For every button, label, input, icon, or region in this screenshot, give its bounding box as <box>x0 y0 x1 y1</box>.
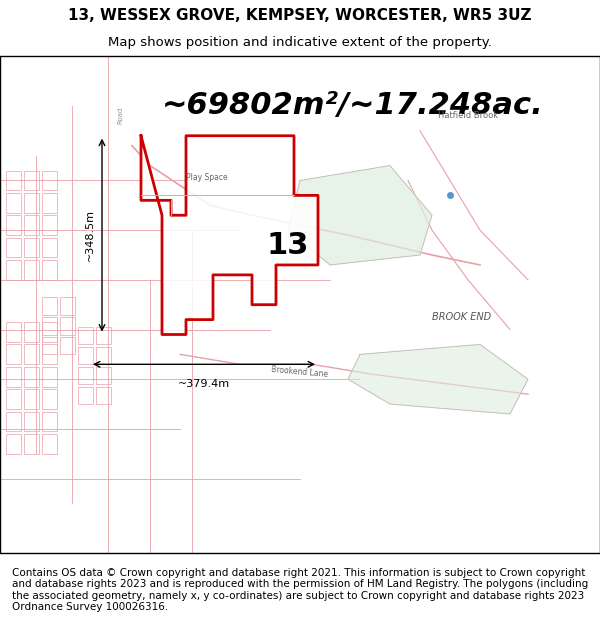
Bar <box>96 347 111 364</box>
Bar <box>96 387 111 404</box>
Bar <box>42 260 57 280</box>
Bar <box>42 322 57 342</box>
Bar <box>24 193 39 213</box>
Bar <box>6 215 21 235</box>
Bar <box>60 337 75 354</box>
Bar <box>6 344 21 364</box>
Text: Road: Road <box>117 107 123 124</box>
Bar <box>42 367 57 387</box>
Bar <box>42 337 57 354</box>
Bar <box>24 367 39 387</box>
Bar <box>78 387 93 404</box>
Bar <box>24 344 39 364</box>
Bar <box>42 238 57 258</box>
Bar <box>24 215 39 235</box>
Bar <box>42 317 57 334</box>
Bar <box>60 317 75 334</box>
Bar <box>6 389 21 409</box>
Bar <box>24 434 39 454</box>
Bar <box>6 367 21 387</box>
Bar <box>78 327 93 344</box>
Bar <box>24 238 39 258</box>
Bar <box>42 389 57 409</box>
Bar <box>42 434 57 454</box>
Text: ~69802m²/~17.248ac.: ~69802m²/~17.248ac. <box>162 91 544 121</box>
Bar <box>42 215 57 235</box>
Text: 13, WESSEX GROVE, KEMPSEY, WORCESTER, WR5 3UZ: 13, WESSEX GROVE, KEMPSEY, WORCESTER, WR… <box>68 8 532 23</box>
Bar <box>42 411 57 431</box>
Bar <box>42 344 57 364</box>
Bar <box>6 260 21 280</box>
Bar <box>24 260 39 280</box>
Bar <box>6 322 21 342</box>
Text: Hatfield Brook: Hatfield Brook <box>438 111 498 121</box>
Text: BROOK END: BROOK END <box>432 312 491 322</box>
Bar <box>42 193 57 213</box>
Polygon shape <box>348 344 528 414</box>
Bar <box>24 171 39 191</box>
Bar <box>6 171 21 191</box>
Bar <box>78 367 93 384</box>
Bar <box>42 298 57 314</box>
Text: Contains OS data © Crown copyright and database right 2021. This information is : Contains OS data © Crown copyright and d… <box>12 568 588 612</box>
Bar <box>24 389 39 409</box>
Text: ~379.4m: ~379.4m <box>178 379 230 389</box>
Bar <box>6 434 21 454</box>
Bar <box>6 238 21 258</box>
Bar <box>60 298 75 314</box>
Polygon shape <box>288 166 432 265</box>
Text: ~348.5m: ~348.5m <box>85 209 95 261</box>
Bar <box>24 322 39 342</box>
Polygon shape <box>141 136 318 334</box>
Text: Play Space: Play Space <box>186 174 228 182</box>
Bar <box>96 327 111 344</box>
Text: Brookend Lane: Brookend Lane <box>271 365 329 379</box>
Bar <box>42 171 57 191</box>
Bar <box>24 411 39 431</box>
Bar <box>6 193 21 213</box>
Text: 13: 13 <box>267 231 309 259</box>
Text: Map shows position and indicative extent of the property.: Map shows position and indicative extent… <box>108 36 492 49</box>
Bar <box>78 347 93 364</box>
Bar <box>96 367 111 384</box>
Bar <box>6 411 21 431</box>
